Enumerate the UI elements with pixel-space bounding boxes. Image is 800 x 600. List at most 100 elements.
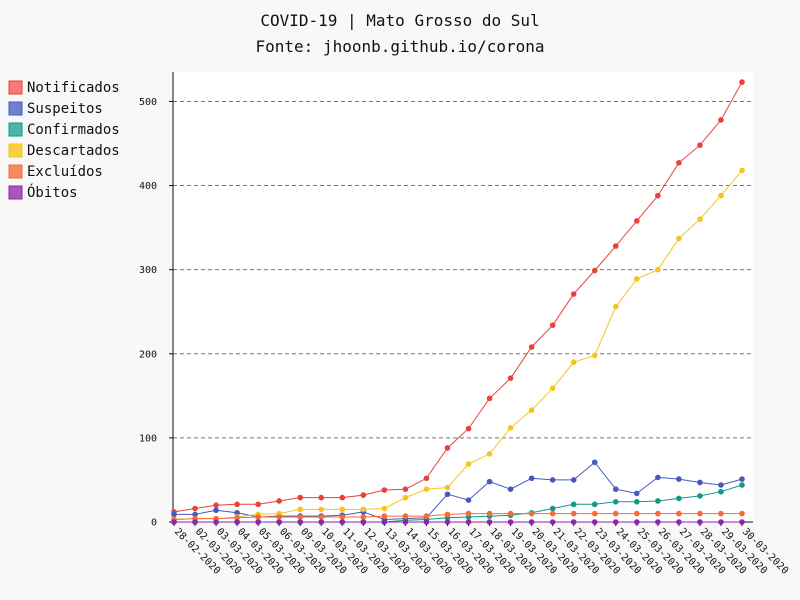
data-point bbox=[192, 505, 198, 512]
data-point bbox=[360, 492, 367, 498]
data-point bbox=[591, 352, 598, 359]
data-point bbox=[634, 510, 640, 517]
data-point bbox=[634, 218, 640, 224]
legend-label: Notificados bbox=[27, 80, 120, 96]
data-point bbox=[570, 477, 577, 483]
chart-subtitle: Fonte: jhoonb.github.io/corona bbox=[256, 37, 545, 56]
data-point bbox=[634, 519, 640, 525]
legend-swatch bbox=[8, 101, 23, 116]
data-point bbox=[381, 513, 388, 519]
data-point bbox=[591, 510, 598, 517]
data-point bbox=[318, 506, 325, 513]
data-point bbox=[655, 510, 661, 517]
data-point bbox=[591, 501, 598, 508]
data-point bbox=[549, 322, 556, 328]
series-line bbox=[173, 81, 743, 513]
data-point bbox=[739, 519, 745, 525]
data-point bbox=[402, 519, 409, 525]
data-point bbox=[402, 494, 409, 501]
data-point bbox=[297, 506, 304, 513]
series-line bbox=[173, 170, 743, 520]
data-point bbox=[381, 487, 388, 493]
data-point bbox=[655, 266, 661, 273]
data-point bbox=[591, 459, 598, 466]
legend-swatch bbox=[8, 122, 23, 137]
data-point bbox=[423, 513, 430, 519]
data-point bbox=[465, 461, 472, 467]
data-point bbox=[549, 510, 556, 517]
data-point bbox=[444, 511, 451, 518]
chart-title: COVID-19 | Mato Grosso do Sul bbox=[260, 11, 539, 30]
data-point bbox=[718, 510, 724, 517]
data-point bbox=[360, 519, 367, 525]
data-point bbox=[507, 486, 514, 492]
data-point bbox=[718, 117, 724, 123]
data-point bbox=[234, 509, 240, 516]
data-point bbox=[739, 79, 745, 85]
data-point bbox=[234, 501, 240, 508]
data-point bbox=[718, 192, 724, 199]
legend-item: Notificados bbox=[8, 80, 120, 96]
data-point bbox=[676, 495, 682, 502]
legend-label: Excluídos bbox=[27, 164, 103, 180]
data-point bbox=[655, 192, 661, 199]
data-point bbox=[255, 501, 261, 508]
data-point bbox=[444, 491, 451, 498]
data-point bbox=[465, 425, 472, 432]
legend-item: Confirmados bbox=[8, 122, 120, 138]
legend-label: Descartados bbox=[27, 143, 120, 159]
data-point bbox=[612, 519, 619, 525]
data-point bbox=[360, 514, 367, 520]
y-tick-label: 0 bbox=[151, 518, 157, 529]
data-point bbox=[718, 519, 724, 525]
data-point bbox=[634, 490, 640, 497]
data-point bbox=[318, 519, 325, 525]
data-point bbox=[655, 498, 661, 504]
x-axis-ticks: 28-02-202002-03-202003-03-202004-03-2020… bbox=[172, 522, 790, 577]
data-point bbox=[444, 519, 451, 525]
data-point bbox=[381, 505, 388, 512]
data-point bbox=[676, 510, 682, 517]
data-point bbox=[697, 216, 703, 222]
data-point bbox=[570, 510, 577, 517]
data-point bbox=[739, 476, 745, 482]
data-point bbox=[570, 359, 577, 365]
legend-item: Óbitos bbox=[8, 183, 78, 201]
data-point bbox=[486, 519, 493, 525]
data-point bbox=[612, 510, 619, 517]
legend-item: Descartados bbox=[8, 143, 120, 159]
data-point bbox=[234, 519, 240, 525]
legend-swatch bbox=[8, 185, 23, 200]
data-point bbox=[528, 344, 535, 350]
data-point bbox=[381, 519, 388, 525]
data-point bbox=[192, 519, 198, 525]
data-point bbox=[718, 488, 724, 495]
data-point bbox=[676, 476, 682, 482]
data-point bbox=[697, 142, 703, 148]
data-point bbox=[612, 243, 619, 249]
data-point bbox=[528, 510, 535, 517]
data-point bbox=[549, 505, 556, 512]
data-point bbox=[634, 499, 640, 505]
data-point bbox=[612, 499, 619, 505]
data-point bbox=[507, 519, 514, 525]
data-point bbox=[465, 497, 472, 503]
data-point bbox=[360, 506, 367, 513]
data-point bbox=[697, 479, 703, 486]
data-point bbox=[676, 235, 682, 242]
data-point bbox=[697, 519, 703, 525]
data-point bbox=[276, 519, 282, 525]
data-point bbox=[276, 498, 282, 504]
data-point bbox=[676, 160, 682, 166]
data-point bbox=[549, 385, 556, 392]
series-group bbox=[171, 79, 745, 525]
data-point bbox=[655, 519, 661, 525]
data-point bbox=[192, 511, 198, 518]
data-point bbox=[570, 519, 577, 525]
legend-item: Excluídos bbox=[8, 164, 103, 180]
data-point bbox=[486, 478, 493, 485]
data-point bbox=[297, 519, 304, 525]
data-point bbox=[339, 494, 346, 501]
data-point bbox=[570, 501, 577, 508]
